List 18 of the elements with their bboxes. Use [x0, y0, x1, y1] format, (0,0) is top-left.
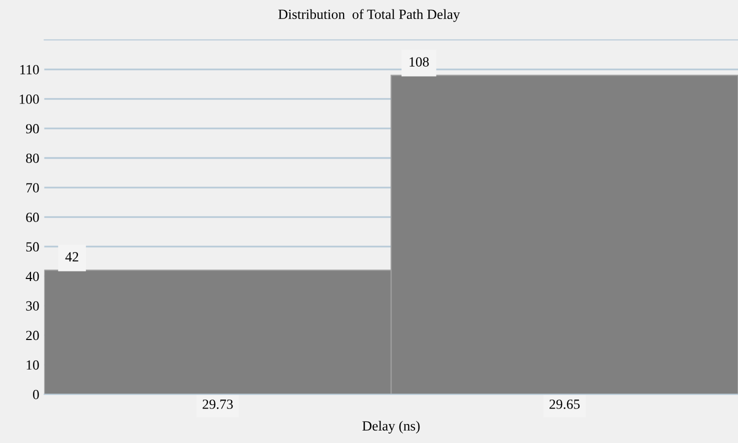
y-tick-label: 70: [26, 183, 39, 192]
y-tick-label: 10: [26, 360, 39, 370]
y-tick-label: 90: [26, 124, 39, 134]
y-tick-label: 50: [26, 242, 39, 252]
y-tick-label: 110: [20, 64, 39, 74]
data-label: 42: [65, 252, 78, 262]
y-tick-label: 30: [26, 301, 39, 311]
y-tick-label: 40: [26, 272, 39, 282]
y-tick-label: 100: [20, 94, 39, 104]
x-tick-label: 29.65: [550, 400, 580, 409]
chart-title: Distribution of Total Path Delay: [278, 9, 460, 22]
y-tick-label: 20: [26, 330, 39, 340]
data-label: 108: [410, 57, 429, 67]
y-tick-label: 0: [33, 390, 39, 400]
y-tick-label: 80: [26, 154, 39, 163]
x-axis-title: Delay (ns): [362, 420, 420, 434]
x-tick-label: 29.73: [202, 400, 233, 409]
y-tick-label: 60: [26, 212, 39, 222]
